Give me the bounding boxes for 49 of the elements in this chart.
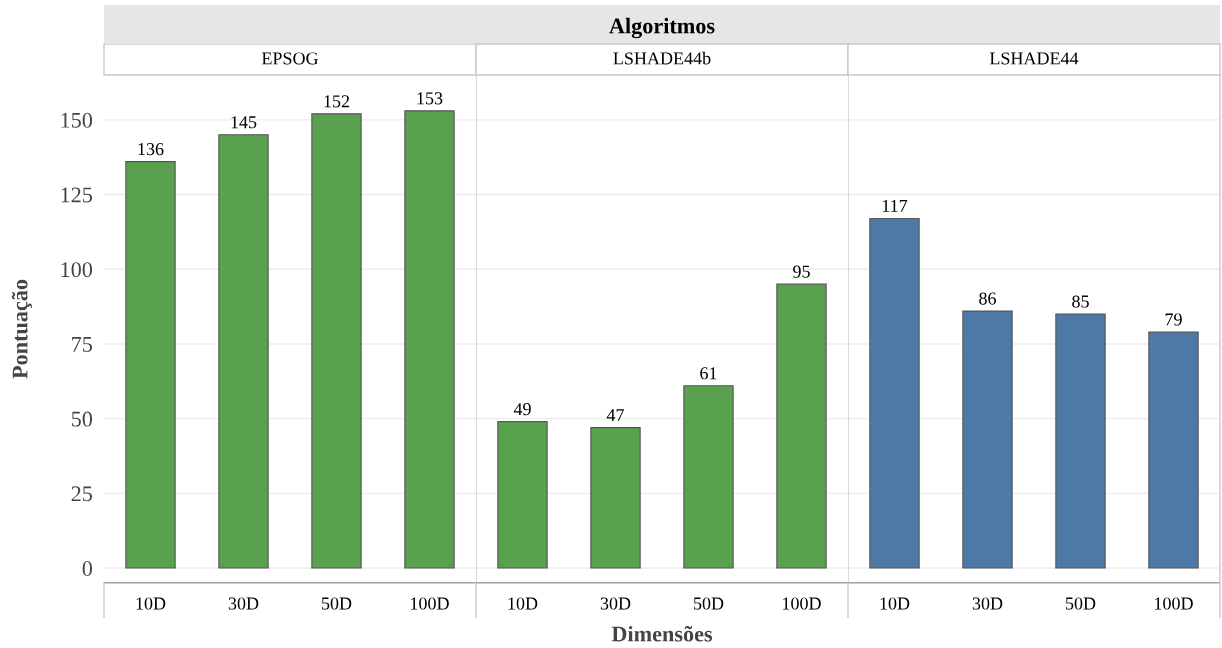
x-tick-label: 10D: [880, 597, 910, 610]
x-tick-label: 10D: [508, 597, 538, 610]
bar: [311, 113, 362, 569]
x-tick-label: 50D: [1066, 597, 1096, 610]
data-label: 152: [324, 95, 350, 108]
chart-title: EPSOG: [261, 52, 319, 65]
bar: [125, 161, 176, 569]
bar: [1055, 313, 1106, 569]
x-tick-label: 30D: [228, 597, 259, 610]
y-tick-label: 100: [61, 262, 93, 278]
bar: [869, 217, 920, 569]
data-label: 49: [513, 403, 531, 416]
x-tick-label: 10D: [136, 597, 166, 610]
x-tick-label: 100D: [783, 597, 821, 610]
data-label: 85: [1072, 295, 1089, 308]
x-tick-label: 30D: [600, 597, 631, 610]
data-label: 145: [231, 116, 257, 129]
y-tick-label: 50: [71, 411, 93, 427]
y-tick-label: 125: [61, 187, 93, 203]
chart-title: LSHADE44: [989, 52, 1079, 65]
data-label: 153: [417, 92, 443, 105]
text: Algoritmos: [609, 17, 715, 39]
x-tick-label: 100D: [1155, 597, 1193, 610]
y-tick-label: 0: [82, 560, 93, 576]
data-label: 95: [793, 265, 810, 278]
bar: [590, 427, 641, 569]
data-label: 136: [138, 143, 164, 156]
bar: [497, 421, 548, 569]
chart-title: LSHADE44b: [613, 51, 711, 65]
x-tick-label: 100D: [411, 597, 449, 610]
x-tick-label: 50D: [694, 597, 724, 610]
bar: [962, 310, 1013, 569]
y-tick-label: 150: [61, 112, 93, 128]
bar: [404, 110, 455, 569]
bar: [776, 283, 827, 569]
bar: [1148, 331, 1199, 569]
y-tick-label: 75: [72, 337, 93, 352]
y-tick-label: 25: [71, 486, 93, 502]
data-label: 61: [700, 367, 717, 380]
data-label: 47: [606, 409, 625, 421]
x-axis-title: Dimensões: [611, 625, 713, 642]
bar: [218, 134, 269, 569]
x-tick-label: 30D: [972, 597, 1003, 610]
data-label: 117: [882, 199, 908, 212]
y-axis-title: Pontuação: [11, 279, 32, 379]
x-tick-label: 50D: [322, 597, 352, 610]
bar: [683, 385, 734, 569]
data-label: 86: [979, 292, 996, 305]
data-label: 79: [1165, 313, 1182, 326]
